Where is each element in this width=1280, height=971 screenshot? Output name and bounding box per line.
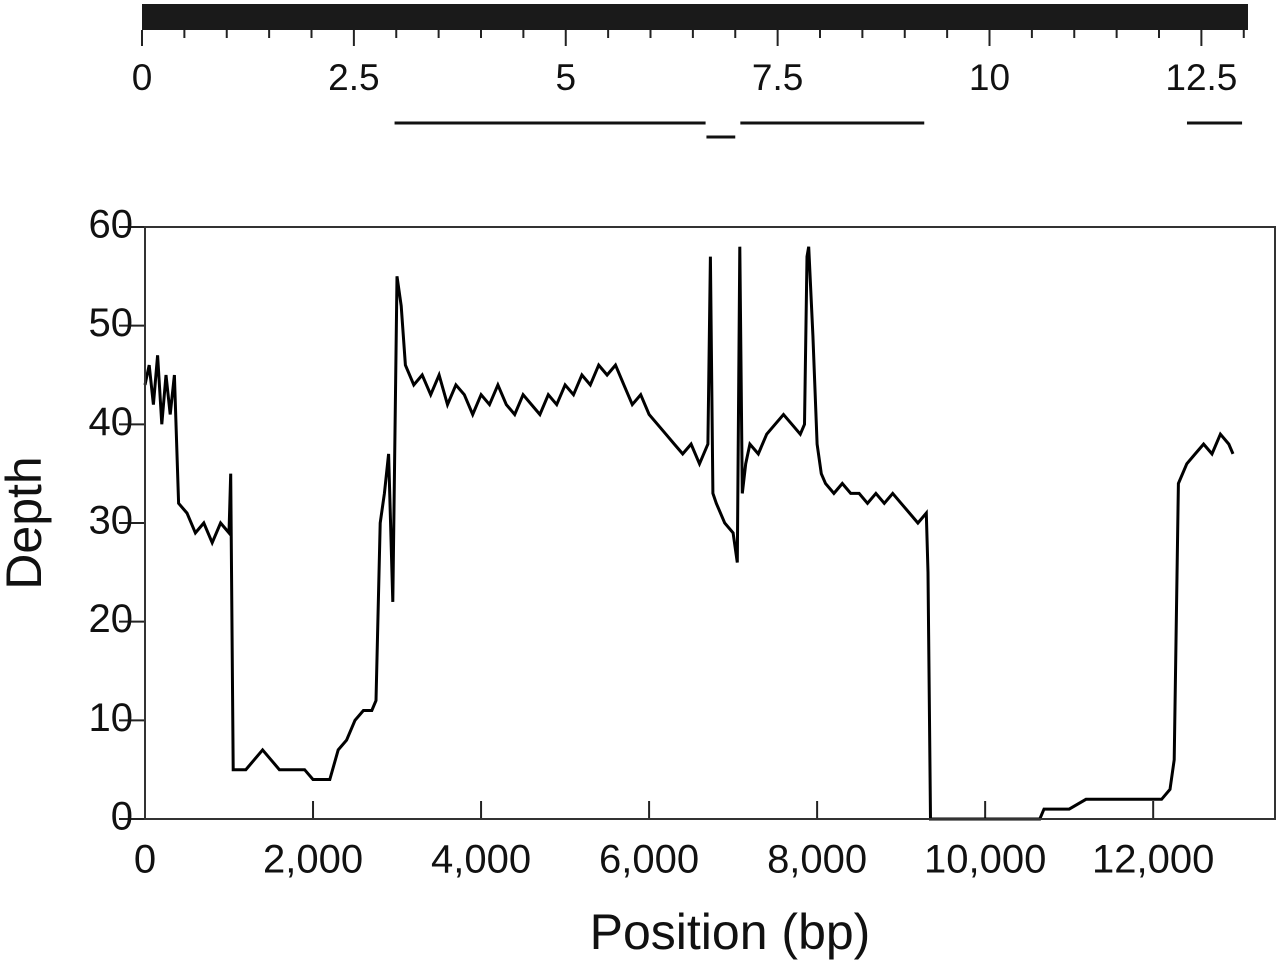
x-tick-label: 7.5 <box>752 57 803 98</box>
x-axis-title: Position (bp) <box>590 904 871 960</box>
y-tick-label: 50 <box>89 301 134 345</box>
y-tick-label: 30 <box>89 499 134 543</box>
y-axis-title: Depth <box>0 456 52 589</box>
x-tick-label: 8,000 <box>767 838 867 882</box>
x-tick-label: 4,000 <box>431 838 531 882</box>
x-tick-label: 6,000 <box>599 838 699 882</box>
y-tick-label: 0 <box>111 795 133 839</box>
y-tick-label: 40 <box>89 400 134 444</box>
x-tick-label: 2.5 <box>328 57 379 98</box>
x-tick-label: 12,000 <box>1092 838 1214 882</box>
depth-line <box>143 246 1235 821</box>
plot-frame <box>144 226 1276 820</box>
x-tick-label: 5 <box>555 57 576 98</box>
x-tick-label: 10 <box>969 57 1010 98</box>
x-tick-label: 0 <box>134 838 156 882</box>
x-tick-label: 12.5 <box>1165 57 1237 98</box>
y-tick-label: 20 <box>89 597 134 641</box>
genome-bar <box>142 4 1248 30</box>
x-tick-label: 2,000 <box>263 838 363 882</box>
y-tick-label: 10 <box>89 696 134 740</box>
y-tick-label: 60 <box>89 203 134 247</box>
x-tick-label: 0 <box>132 57 153 98</box>
x-tick-label: 10,000 <box>924 838 1046 882</box>
